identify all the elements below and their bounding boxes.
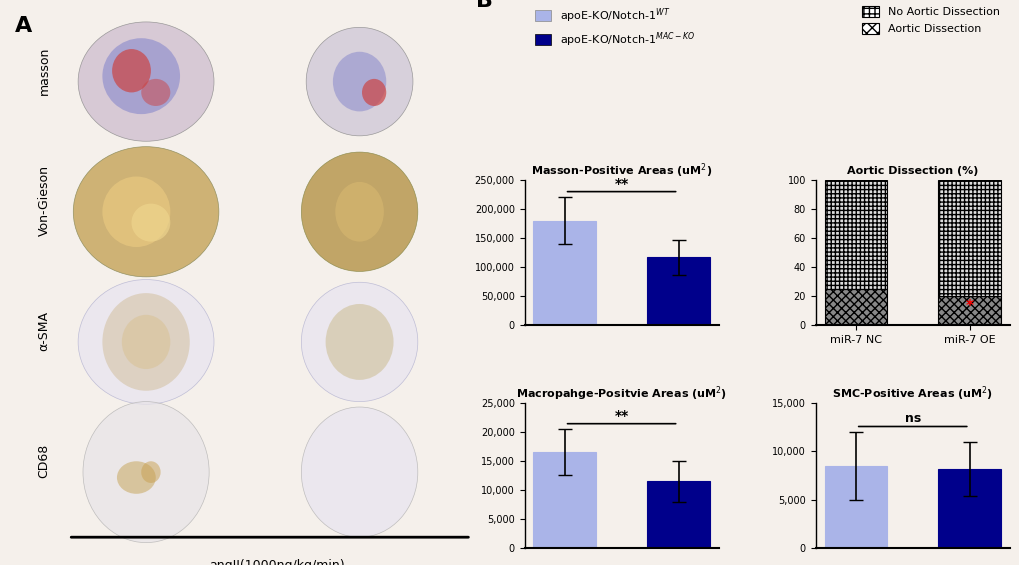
Ellipse shape xyxy=(301,152,418,271)
Ellipse shape xyxy=(117,461,156,494)
Title: Macropahge-Positvie Areas (uM$^{2}$): Macropahge-Positvie Areas (uM$^{2}$) xyxy=(516,384,727,403)
Text: *: * xyxy=(965,299,973,314)
Ellipse shape xyxy=(306,27,413,136)
Text: B: B xyxy=(476,0,492,11)
Text: CD68: CD68 xyxy=(38,444,51,479)
Bar xyxy=(937,180,1000,296)
Ellipse shape xyxy=(112,49,151,93)
Bar xyxy=(647,481,709,548)
Text: **: ** xyxy=(613,408,628,423)
Ellipse shape xyxy=(102,38,180,114)
Text: **: ** xyxy=(613,177,628,191)
Bar xyxy=(647,257,709,325)
Text: α-SMA: α-SMA xyxy=(38,311,51,351)
Bar xyxy=(823,466,887,548)
Ellipse shape xyxy=(141,79,170,106)
Bar xyxy=(937,296,1000,325)
Circle shape xyxy=(301,407,418,537)
Bar xyxy=(533,221,595,325)
Ellipse shape xyxy=(78,22,214,141)
Ellipse shape xyxy=(141,461,160,483)
Bar xyxy=(823,180,887,289)
Ellipse shape xyxy=(301,282,418,402)
Text: masson: masson xyxy=(38,46,51,95)
Circle shape xyxy=(102,293,190,391)
Circle shape xyxy=(83,402,209,542)
Bar xyxy=(937,468,1000,548)
Legend: No Aortic Dissection, Aortic Dissection: No Aortic Dissection, Aortic Dissection xyxy=(857,2,1004,39)
Circle shape xyxy=(325,304,393,380)
Ellipse shape xyxy=(78,280,214,405)
Circle shape xyxy=(121,315,170,369)
Ellipse shape xyxy=(73,147,219,277)
Bar xyxy=(823,289,887,325)
Text: ns: ns xyxy=(904,412,920,425)
Ellipse shape xyxy=(131,203,170,242)
Title: Masson-Positive Areas (uM$^{2}$): Masson-Positive Areas (uM$^{2}$) xyxy=(531,161,711,180)
Ellipse shape xyxy=(335,182,383,242)
Title: SMC-Positive Areas (uM$^{2}$): SMC-Positive Areas (uM$^{2}$) xyxy=(832,384,993,403)
Ellipse shape xyxy=(332,52,386,111)
Ellipse shape xyxy=(362,79,386,106)
Title: Aortic Dissection (%): Aortic Dissection (%) xyxy=(846,167,977,176)
Text: A: A xyxy=(15,16,33,37)
Text: Von-Gieson: Von-Gieson xyxy=(38,166,51,236)
Ellipse shape xyxy=(102,176,170,247)
Bar xyxy=(533,452,595,548)
Text: angII(1000ng/kg/min): angII(1000ng/kg/min) xyxy=(209,559,344,565)
